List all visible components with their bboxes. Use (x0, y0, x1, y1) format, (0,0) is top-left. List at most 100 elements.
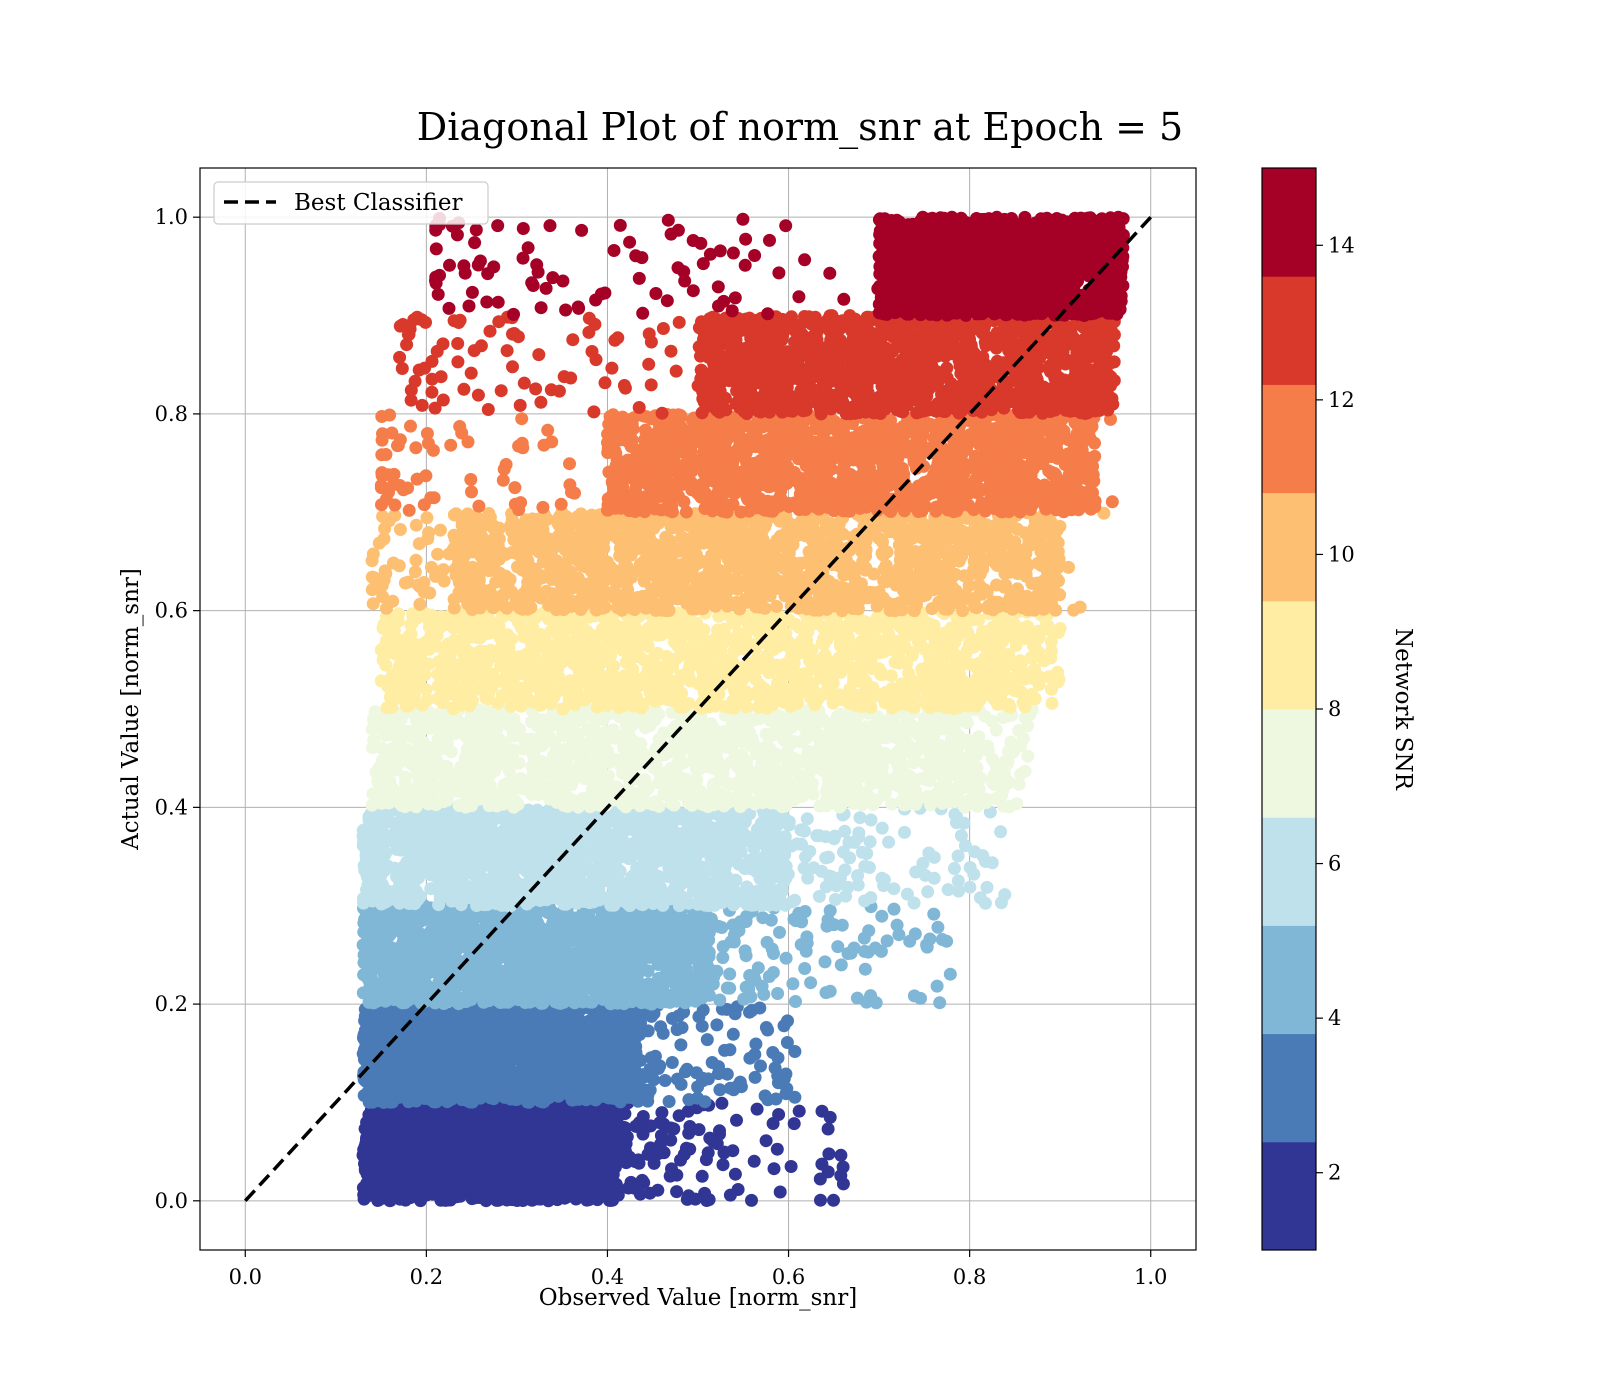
data-point (716, 951, 729, 964)
data-point (632, 1095, 645, 1108)
data-point (365, 991, 378, 1004)
data-point (920, 938, 933, 951)
data-point (600, 985, 613, 998)
data-point (411, 1058, 424, 1071)
data-point (525, 960, 538, 973)
data-point (389, 1158, 402, 1171)
data-point (394, 953, 407, 966)
data-point (560, 1033, 573, 1046)
data-point (748, 1048, 761, 1061)
data-point (522, 986, 535, 999)
data-point (835, 958, 848, 971)
data-point (486, 1178, 499, 1191)
data-point (702, 934, 715, 947)
data-point (523, 1159, 536, 1172)
data-point (498, 1119, 511, 1132)
data-point (701, 1033, 714, 1046)
data-point (704, 979, 717, 992)
data-point (622, 979, 635, 992)
data-point (418, 1018, 431, 1031)
data-point (718, 1146, 731, 1159)
data-point (617, 922, 630, 935)
data-point (909, 927, 922, 940)
data-point (521, 1083, 534, 1096)
data-point (663, 1095, 676, 1108)
data-point (582, 1090, 595, 1103)
data-point (837, 1161, 850, 1174)
data-point (819, 955, 832, 968)
data-point (789, 995, 802, 1008)
data-point (455, 1033, 468, 1046)
data-point (822, 1147, 835, 1160)
data-point (534, 1057, 547, 1070)
data-point (788, 1117, 801, 1130)
data-point (424, 1077, 437, 1090)
data-point (891, 919, 904, 932)
data-point (577, 1049, 590, 1062)
data-point (696, 1074, 709, 1087)
data-point (655, 1129, 668, 1142)
data-point (511, 1068, 524, 1081)
data-point (590, 937, 603, 950)
data-point (721, 982, 734, 995)
data-point (421, 1108, 434, 1121)
data-point (409, 1086, 422, 1099)
data-point (489, 948, 502, 961)
data-point (450, 1049, 463, 1062)
data-point (735, 1080, 748, 1093)
data-point (563, 1072, 576, 1085)
data-point (508, 1011, 521, 1024)
data-point (386, 1096, 399, 1109)
data-point (563, 1051, 576, 1064)
data-point (740, 949, 753, 962)
data-point (766, 1046, 779, 1059)
data-point (417, 913, 430, 926)
data-point (785, 1160, 798, 1173)
data-point (666, 1056, 679, 1069)
data-point (859, 963, 872, 976)
data-point (705, 912, 718, 925)
data-point (606, 1089, 619, 1102)
data-point (645, 1010, 658, 1023)
data-point (555, 1182, 568, 1195)
data-point (908, 989, 921, 1002)
chart-title: Diagonal Plot of norm_snr at Epoch = 5 (417, 105, 1183, 150)
data-point (442, 1191, 455, 1204)
data-point (602, 939, 615, 952)
data-point (824, 985, 837, 998)
data-point (428, 1059, 441, 1072)
data-point (541, 906, 554, 919)
data-point (788, 1045, 801, 1058)
data-point (780, 952, 793, 965)
data-point (390, 1021, 403, 1034)
data-point (676, 1021, 689, 1034)
data-point (727, 919, 740, 932)
data-point (613, 1153, 626, 1166)
data-point (601, 956, 614, 969)
data-point (703, 1193, 716, 1206)
data-point (824, 904, 837, 917)
data-point (358, 1151, 371, 1164)
data-point (670, 1169, 683, 1182)
data-point (862, 924, 875, 937)
data-point (400, 994, 413, 1007)
data-point (393, 1172, 406, 1185)
data-point (554, 1121, 567, 1134)
data-point (681, 1193, 694, 1206)
data-point (575, 1143, 588, 1156)
data-point (441, 1156, 454, 1169)
data-point (814, 1194, 827, 1207)
data-point (633, 953, 646, 966)
data-point (670, 1185, 683, 1198)
data-point (512, 946, 525, 959)
data-point (793, 1105, 806, 1118)
data-point (379, 995, 392, 1008)
data-point (749, 1071, 762, 1084)
data-point (362, 973, 375, 986)
data-point (888, 903, 901, 916)
data-point (419, 979, 432, 992)
data-point (659, 1074, 672, 1087)
data-point (549, 1073, 562, 1086)
data-point (478, 1069, 491, 1082)
data-point (458, 1136, 471, 1149)
